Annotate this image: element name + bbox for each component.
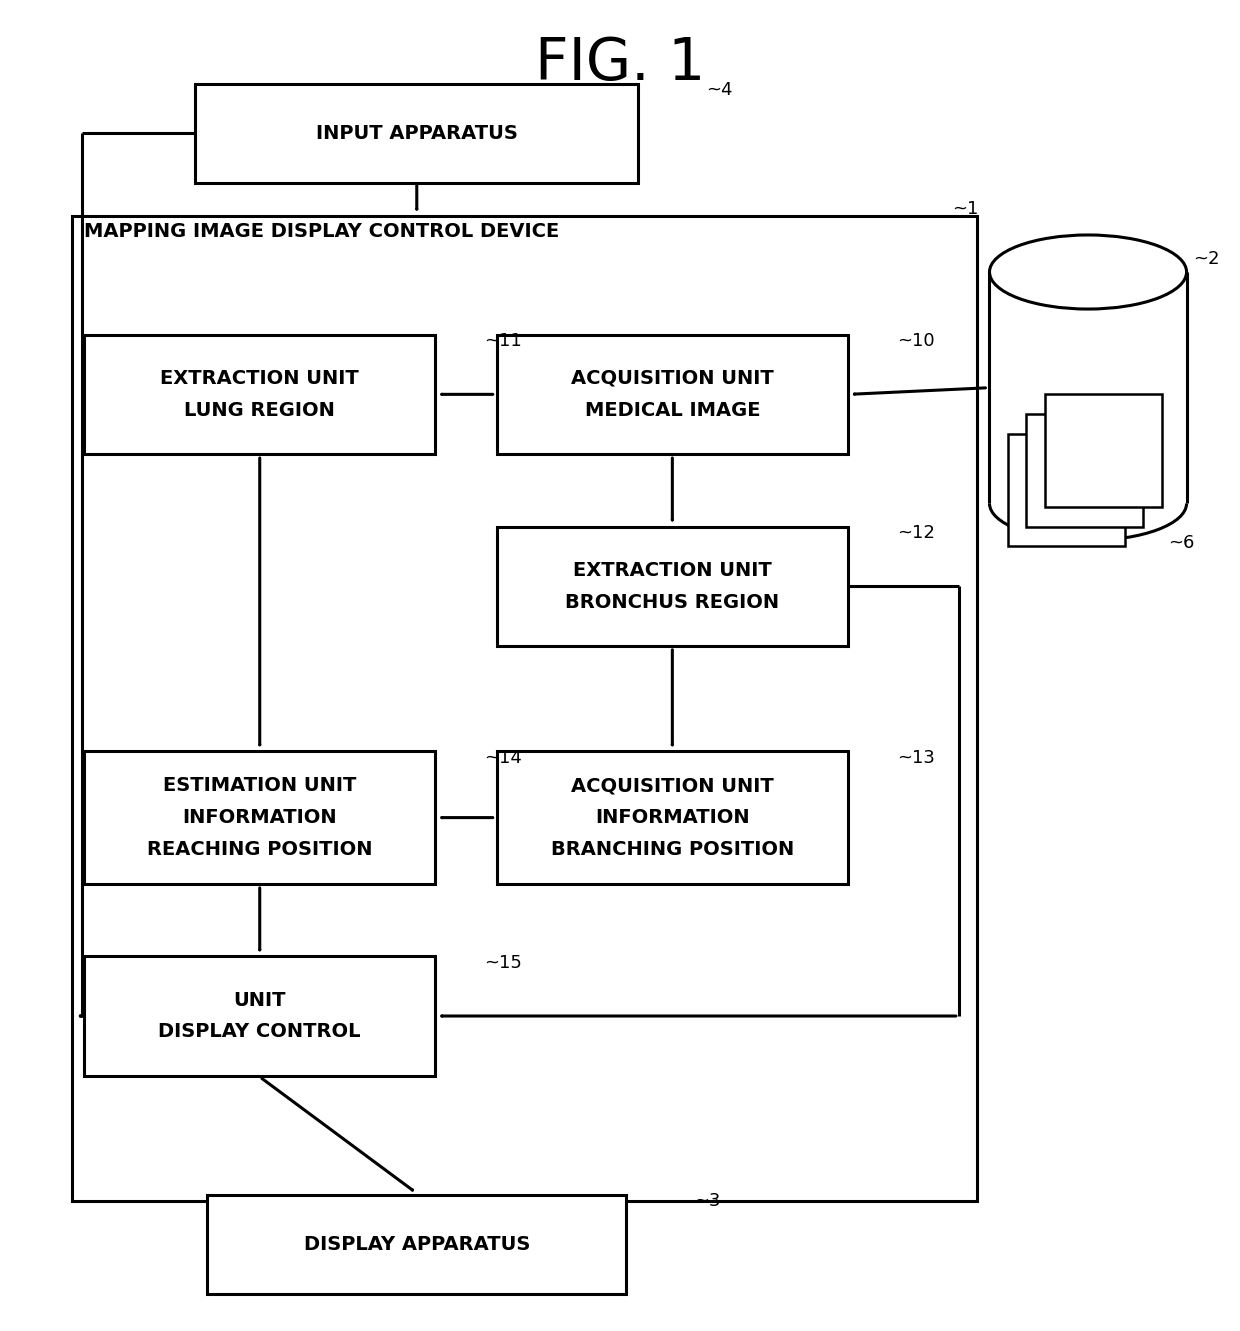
- Text: INPUT APPARATUS: INPUT APPARATUS: [316, 124, 518, 142]
- Text: ~6: ~6: [1168, 534, 1194, 552]
- Text: BRANCHING POSITION: BRANCHING POSITION: [551, 840, 794, 858]
- Text: ~3: ~3: [694, 1193, 720, 1210]
- Text: MAPPING IMAGE DISPLAY CONTROL DEVICE: MAPPING IMAGE DISPLAY CONTROL DEVICE: [84, 222, 559, 241]
- Text: LUNG REGION: LUNG REGION: [185, 401, 335, 419]
- Bar: [207, 1194, 626, 1294]
- Bar: [1045, 394, 1162, 507]
- Text: ~13: ~13: [897, 749, 935, 767]
- Text: DISPLAY CONTROL: DISPLAY CONTROL: [159, 1022, 361, 1041]
- Bar: [84, 957, 435, 1075]
- Text: ~2: ~2: [1193, 250, 1219, 268]
- Bar: [1008, 434, 1125, 547]
- Text: INFORMATION: INFORMATION: [595, 808, 750, 827]
- Bar: [84, 335, 435, 454]
- Bar: [1027, 414, 1143, 527]
- Text: UNIT: UNIT: [233, 990, 286, 1010]
- Bar: [497, 752, 848, 884]
- Bar: [497, 527, 848, 646]
- Text: REACHING POSITION: REACHING POSITION: [148, 840, 372, 858]
- Bar: [497, 335, 848, 454]
- Text: BRONCHUS REGION: BRONCHUS REGION: [565, 592, 780, 611]
- Text: ~1: ~1: [952, 200, 978, 218]
- Text: ~11: ~11: [485, 333, 522, 350]
- Text: ESTIMATION UNIT: ESTIMATION UNIT: [162, 776, 356, 796]
- Text: EXTRACTION UNIT: EXTRACTION UNIT: [573, 560, 771, 580]
- Ellipse shape: [990, 236, 1187, 309]
- Text: DISPLAY APPARATUS: DISPLAY APPARATUS: [304, 1235, 529, 1254]
- Text: ~14: ~14: [485, 749, 522, 767]
- Text: ~12: ~12: [897, 524, 935, 542]
- Text: FIG. 1: FIG. 1: [534, 35, 706, 92]
- Bar: [72, 216, 977, 1201]
- Text: ACQUISITION UNIT: ACQUISITION UNIT: [570, 369, 774, 387]
- Text: ~10: ~10: [897, 333, 935, 350]
- Text: ACQUISITION UNIT: ACQUISITION UNIT: [570, 776, 774, 796]
- Text: ~15: ~15: [485, 954, 522, 972]
- Text: INFORMATION: INFORMATION: [182, 808, 337, 827]
- Bar: [990, 272, 1187, 503]
- Bar: [84, 752, 435, 884]
- Text: EXTRACTION UNIT: EXTRACTION UNIT: [160, 369, 360, 387]
- Text: MEDICAL IMAGE: MEDICAL IMAGE: [584, 401, 760, 419]
- Text: ~4: ~4: [707, 81, 733, 98]
- Bar: [195, 84, 639, 182]
